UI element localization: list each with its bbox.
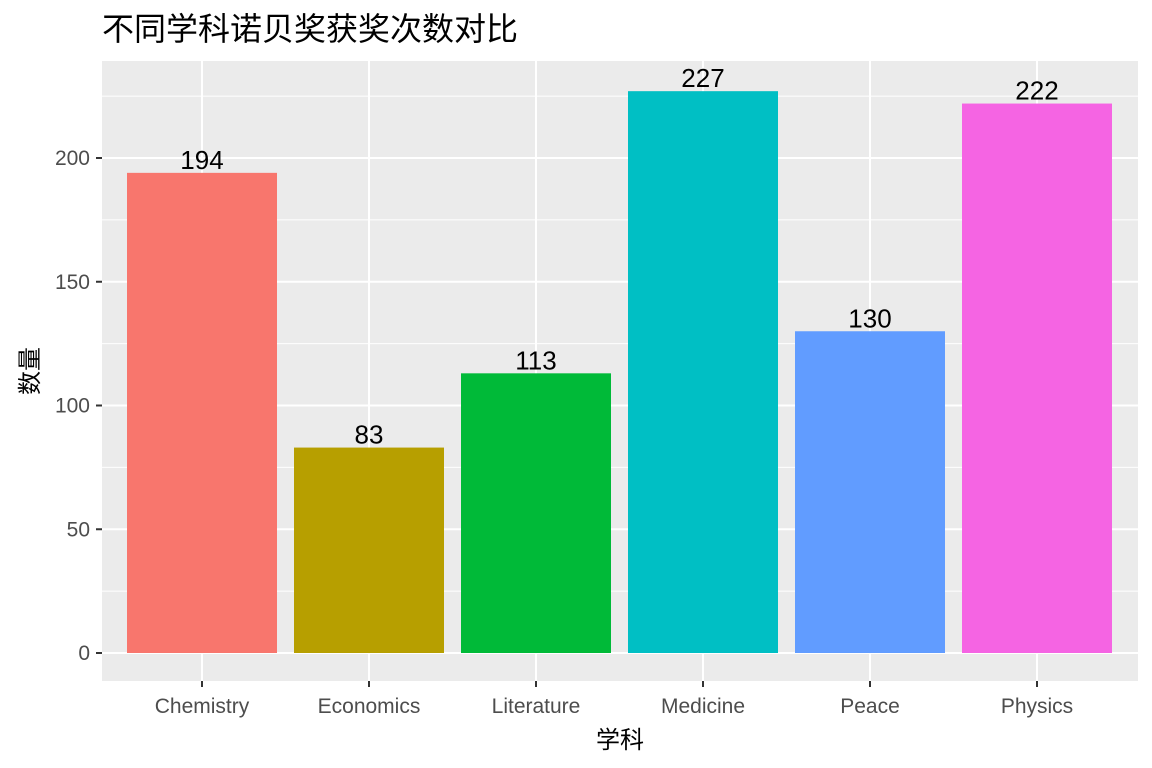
x-tick-label-literature: Literature bbox=[492, 695, 581, 718]
x-tick-label-chemistry: Chemistry bbox=[155, 695, 250, 718]
y-tick-label: 150 bbox=[55, 271, 90, 294]
x-tick-label-medicine: Medicine bbox=[661, 695, 745, 718]
y-axis: 0 50 100 150 200 bbox=[55, 147, 102, 665]
bar-labels: 194 83 113 227 130 222 bbox=[180, 63, 1058, 449]
bar-label-chemistry: 194 bbox=[180, 145, 223, 175]
x-axis-title: 学科 bbox=[596, 726, 644, 754]
bar-medicine bbox=[628, 91, 778, 654]
x-tick-label-physics: Physics bbox=[1001, 695, 1073, 718]
x-tick-label-peace: Peace bbox=[840, 695, 900, 718]
chart-title: 不同学科诺贝奖获奖次数对比 bbox=[102, 10, 518, 48]
x-tick-label-economics: Economics bbox=[318, 695, 421, 718]
bar-label-economics: 83 bbox=[355, 420, 384, 450]
y-tick-label: 0 bbox=[78, 642, 90, 665]
bars bbox=[127, 91, 1112, 654]
bar-peace bbox=[795, 331, 945, 653]
bar-literature bbox=[461, 373, 611, 653]
bar-label-medicine: 227 bbox=[681, 63, 724, 93]
x-axis: Chemistry Economics Literature Medicine Peac… bbox=[155, 681, 1073, 718]
y-axis-title: 数量 bbox=[16, 347, 44, 395]
bar-label-physics: 222 bbox=[1015, 76, 1058, 106]
bar-physics bbox=[962, 103, 1112, 654]
bar-chemistry bbox=[127, 172, 277, 653]
y-tick-label: 50 bbox=[67, 518, 90, 541]
bar-economics bbox=[294, 447, 444, 653]
bar-label-literature: 113 bbox=[515, 345, 556, 375]
y-tick-label: 200 bbox=[55, 147, 90, 170]
bar-label-peace: 130 bbox=[848, 303, 891, 333]
y-tick-label: 100 bbox=[55, 395, 90, 418]
